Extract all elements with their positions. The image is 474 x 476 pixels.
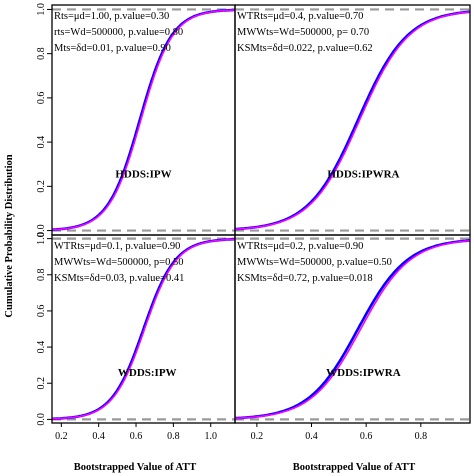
- y-tick-label: 0.0: [36, 413, 47, 426]
- stat-annotation: WTRts=μd=0.4, p.value=0.70: [237, 11, 363, 22]
- y-tick-label: 0.8: [36, 269, 47, 282]
- y-tick-label: 0.0: [36, 224, 47, 237]
- stat-annotation: Mts=δd=0.01, p.value=0.90: [54, 43, 171, 54]
- y-tick-label: 0.6: [36, 305, 47, 318]
- x-tick-label: 0.8: [415, 431, 428, 442]
- y-axis-label: Cumulative Probability Distribution: [4, 154, 15, 317]
- y-tick-label: 0.2: [36, 180, 47, 193]
- x-tick-label: 0.2: [251, 431, 264, 442]
- x-axis-label-left: Bootstrapped Value of ATT: [74, 462, 197, 473]
- x-tick-label: 0.6: [130, 431, 143, 442]
- ecdf-series-fitted: [52, 9, 235, 231]
- stat-annotation: MWWts=Wd=500000, p=0.50: [54, 257, 183, 268]
- panel-title: WDDS:IPWRA: [326, 367, 401, 379]
- y-tick-label: 1.0: [36, 232, 47, 245]
- stat-annotation: rts=Wd=500000, p.value=0.80: [54, 27, 183, 38]
- panel-bottom-right: WTRts=μd=0.2, p.value=0.90 MWWts=Wd=50000…: [234, 234, 471, 442]
- y-tick-label: 0.4: [36, 136, 47, 149]
- x-tick-label: 1.0: [204, 431, 217, 442]
- stat-annotation: Rts=μd=1.00, p.value=0.30: [54, 11, 169, 22]
- stat-annotation: KSMts=δd=0.72, p.value=0.018: [237, 273, 373, 284]
- stat-annotation: WTRts=μd=0.2, p.value=0.90: [237, 241, 363, 252]
- x-tick-label: 0.6: [360, 431, 373, 442]
- panel-title: HDDS:IPWRA: [327, 169, 399, 181]
- ecdf-series-fitted: [235, 11, 470, 230]
- stat-annotation: WTRts=μd=0.1, p.value=0.90: [54, 241, 180, 252]
- panel-frame: [234, 234, 471, 424]
- y-tick-label: 1.0: [36, 3, 47, 16]
- x-axis-label-right: Bootstrapped Value of ATT: [293, 462, 416, 473]
- panel-top-left: Rts=μd=1.00, p.value=0.30 rts=Wd=500000, …: [36, 3, 236, 237]
- stat-annotation: MWWts=Wd=500000, p= 0.70: [237, 27, 369, 38]
- panel-title: HDDS:IPW: [115, 169, 171, 181]
- x-tick-label: 0.8: [167, 431, 180, 442]
- y-tick-label: 0.6: [36, 92, 47, 105]
- x-tick-label: 0.2: [55, 431, 68, 442]
- x-tick-label: 0.4: [92, 431, 105, 442]
- stat-annotation: KSMts=δd=0.03, p.value=0.41: [54, 273, 184, 284]
- x-tick-label: 0.4: [305, 431, 318, 442]
- panel-title: WDDS:IPW: [118, 367, 177, 379]
- y-tick-label: 0.4: [36, 341, 47, 354]
- stat-annotation: MWWts=Wd=500000, p.value=0.50: [237, 257, 392, 268]
- stat-annotation: KSMts=δd=0.022, p.value=0.62: [237, 43, 373, 54]
- y-tick-label: 0.8: [36, 47, 47, 60]
- y-tick-label: 0.2: [36, 377, 47, 390]
- ecdf-series-fitted: [52, 238, 235, 420]
- ecdf-series-fitted: [235, 239, 470, 420]
